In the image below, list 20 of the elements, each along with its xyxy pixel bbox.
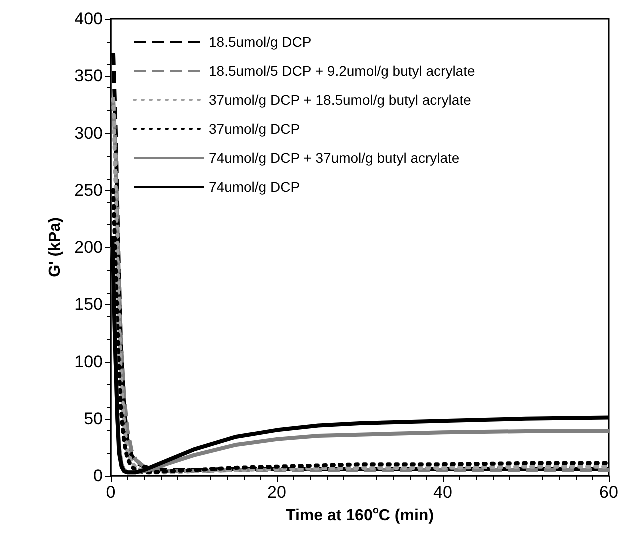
legend-label: 37umol/g DCP + 18.5umol/g butyl acrylate — [209, 92, 472, 108]
y-tick-label: 350 — [74, 66, 103, 86]
y-tick-label: 400 — [74, 10, 103, 28]
x-tick-label: 60 — [600, 483, 618, 502]
y-tick-label: 200 — [74, 238, 103, 257]
legend-label: 74umol/g DCP — [209, 179, 300, 195]
y-tick-label: 100 — [74, 352, 103, 372]
x-tick-label: 20 — [268, 483, 286, 502]
x-tick-label: 40 — [434, 483, 452, 502]
legend-label: 37umol/g DCP — [209, 121, 300, 137]
y-tick-label: 150 — [74, 295, 103, 314]
legend-label: 74umol/g DCP + 37umol/g butyl acrylate — [209, 150, 460, 166]
y-axis-title: G' (kPa) — [47, 218, 64, 278]
x-tick-label: 0 — [106, 483, 116, 502]
y-tick-label: 0 — [94, 466, 103, 486]
y-tick-label: 250 — [74, 180, 103, 200]
y-tick-label: 300 — [74, 124, 103, 143]
y-tick-label: 50 — [84, 409, 103, 428]
legend-label: 18.5umol/g DCP — [209, 34, 312, 50]
legend-label: 18.5umol/5 DCP + 9.2umol/g butyl acrylate — [209, 63, 476, 79]
